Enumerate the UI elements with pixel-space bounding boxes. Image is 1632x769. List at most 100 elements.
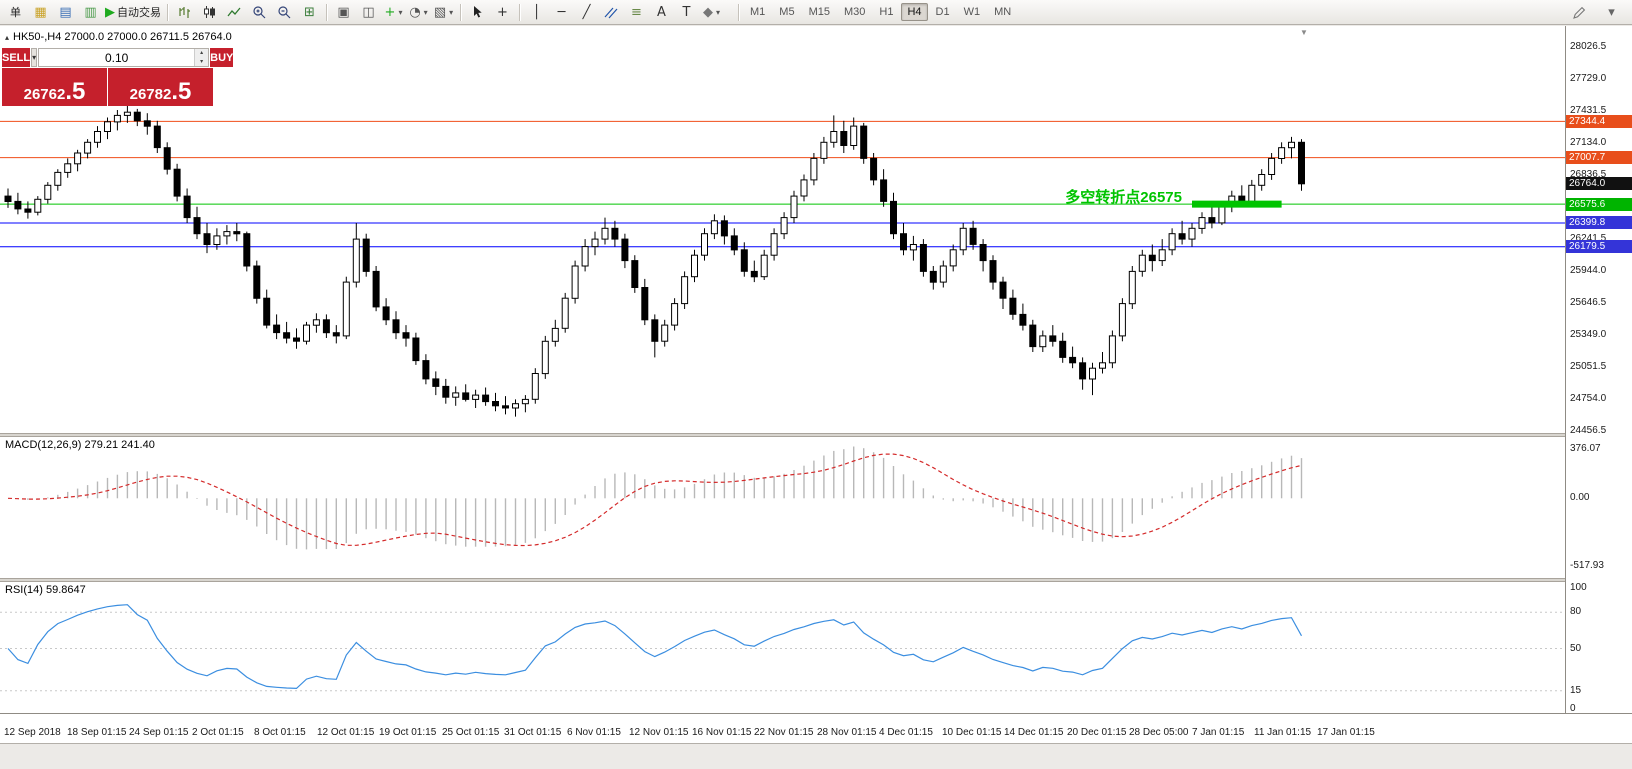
- candle-body: [1298, 141, 1305, 185]
- rsi-header: RSI(14) 59.8647: [5, 584, 86, 596]
- horizontal-line-button[interactable]: ─: [549, 2, 574, 22]
- indicators-add-button[interactable]: + ▾: [381, 2, 406, 22]
- candle-body: [283, 332, 291, 339]
- cursor-icon: [470, 5, 485, 20]
- candle-body: [442, 385, 450, 398]
- fibonacci-icon: ≡: [631, 4, 642, 20]
- time-axis-label: 8 Oct 01:15: [254, 727, 306, 738]
- candle-body: [322, 319, 330, 334]
- candle-body: [999, 281, 1007, 299]
- new-order-button[interactable]: 单: [3, 2, 28, 22]
- text-label-icon: T: [682, 4, 691, 20]
- buy-price-display[interactable]: 26782.5: [108, 68, 213, 106]
- compose-icon: [1572, 5, 1587, 20]
- shapes-button[interactable]: ◆ ▾: [699, 2, 724, 22]
- tf-mn-button[interactable]: MN: [994, 6, 1012, 18]
- candle-body: [332, 332, 340, 337]
- tf-h4-button[interactable]: H4: [901, 3, 928, 21]
- buy-price-fraction: .5: [171, 77, 192, 105]
- candle-body: [1138, 254, 1146, 272]
- sell-price-display[interactable]: 26762.5: [2, 68, 107, 106]
- chart-annotation-text[interactable]: 多空转折点26575: [1065, 189, 1182, 206]
- more-button[interactable]: ▾: [1599, 2, 1624, 22]
- tf-h1-button[interactable]: H1: [879, 6, 894, 18]
- trade-options-dropdown[interactable]: ▾: [31, 48, 38, 67]
- lot-decrease-button[interactable]: ▾: [195, 57, 209, 66]
- market-watch-button[interactable]: ▦: [28, 2, 53, 22]
- tf-m5-button[interactable]: M5: [779, 6, 795, 18]
- candle-body: [621, 238, 629, 262]
- candlestick-chart-button[interactable]: [197, 2, 222, 22]
- equidistant-channel-button[interactable]: [599, 2, 624, 22]
- time-axis-label: 20 Dec 01:15: [1067, 727, 1127, 738]
- cascade-windows-button[interactable]: ◫: [356, 2, 381, 22]
- macd-header: MACD(12,26,9) 279.21 241.40: [5, 439, 155, 451]
- tf-w1-button[interactable]: W1: [963, 6, 981, 18]
- tf-d1-button[interactable]: D1: [935, 6, 950, 18]
- rsi-panel[interactable]: [0, 582, 1565, 713]
- grid-button[interactable]: ⊞: [297, 2, 322, 22]
- buy-button[interactable]: BUY: [210, 48, 234, 67]
- candle-body: [820, 141, 828, 159]
- time-axis-label: 25 Oct 01:15: [442, 727, 500, 738]
- cursor-button[interactable]: [465, 2, 490, 22]
- auto-trading-icon: ▶: [105, 4, 115, 20]
- candle-body: [372, 270, 380, 308]
- candle-body: [1049, 335, 1057, 342]
- panel-divider[interactable]: [0, 433, 1632, 437]
- periodicity-button[interactable]: ◔ ▾: [406, 2, 431, 22]
- template-icon: ▧: [433, 4, 447, 20]
- price-axis[interactable]: 28026.527729.027431.527134.026836.526539…: [1565, 26, 1632, 714]
- compose-button[interactable]: [1567, 2, 1592, 22]
- candle-body: [104, 121, 111, 133]
- vertical-line-button[interactable]: │: [524, 2, 549, 22]
- tf-m1-button[interactable]: M1: [750, 6, 766, 18]
- navigator-button[interactable]: ▤: [53, 2, 78, 22]
- line-chart-button[interactable]: [222, 2, 247, 22]
- lot-size-input[interactable]: [39, 49, 195, 66]
- tile-windows-button[interactable]: ▣: [331, 2, 356, 22]
- candle-body: [412, 337, 420, 362]
- horizontal-line-icon: ─: [557, 4, 566, 20]
- crosshair-button[interactable]: +: [490, 2, 515, 22]
- zoom-out-button[interactable]: [272, 2, 297, 22]
- candle-body: [840, 131, 848, 146]
- candle-body: [402, 332, 410, 339]
- time-axis[interactable]: 12 Sep 2018 18 Sep 01:15 24 Sep 01:15 2 Oct…: [0, 713, 1632, 743]
- trendline-button[interactable]: ╱: [574, 2, 599, 22]
- chart-shift-marker-icon[interactable]: ▼: [1300, 28, 1308, 37]
- tf-m15-button[interactable]: M15: [808, 6, 830, 18]
- candle-body: [631, 260, 639, 289]
- text-button[interactable]: A: [649, 2, 674, 22]
- time-axis-label: 12 Sep 2018: [4, 727, 61, 738]
- vertical-line-icon: │: [532, 4, 541, 20]
- dropdown-arrow-icon: ▾: [449, 7, 454, 17]
- fibonacci-button[interactable]: ≡: [624, 2, 649, 22]
- lot-increase-button[interactable]: ▴: [195, 49, 209, 58]
- time-axis-label: 16 Nov 01:15: [692, 727, 752, 738]
- candle-body: [153, 125, 161, 149]
- tf-m30-button[interactable]: M30: [843, 6, 866, 18]
- bar-chart-button[interactable]: [172, 2, 197, 22]
- zoom-in-button[interactable]: [247, 2, 272, 22]
- candle-body: [502, 405, 509, 409]
- time-axis-label: 4 Dec 01:15: [879, 727, 933, 738]
- main-chart[interactable]: [0, 26, 1565, 433]
- candle-body: [44, 184, 52, 200]
- panel-divider[interactable]: [0, 578, 1632, 582]
- text-label-button[interactable]: T: [674, 2, 699, 22]
- sell-price-main: 26762: [23, 86, 66, 103]
- candle-body: [701, 233, 708, 256]
- candlestick-chart-icon: [202, 5, 217, 20]
- price-axis-tick: 26836.5: [1570, 169, 1607, 180]
- price-tag-27344.4: 27344.4: [1566, 115, 1632, 128]
- time-axis-label: 28 Dec 05:00: [1129, 727, 1189, 738]
- auto-trading-button[interactable]: ▶ 自动交易: [103, 2, 163, 22]
- terminal-button[interactable]: ▥: [78, 2, 103, 22]
- market-watch-icon: ▦: [34, 4, 47, 20]
- macd-panel[interactable]: [0, 437, 1565, 578]
- toolbar-separator: [519, 3, 520, 21]
- equidistant-channel-icon: [604, 5, 619, 20]
- template-button[interactable]: ▧ ▾: [431, 2, 456, 22]
- sell-button[interactable]: SELL: [2, 48, 31, 67]
